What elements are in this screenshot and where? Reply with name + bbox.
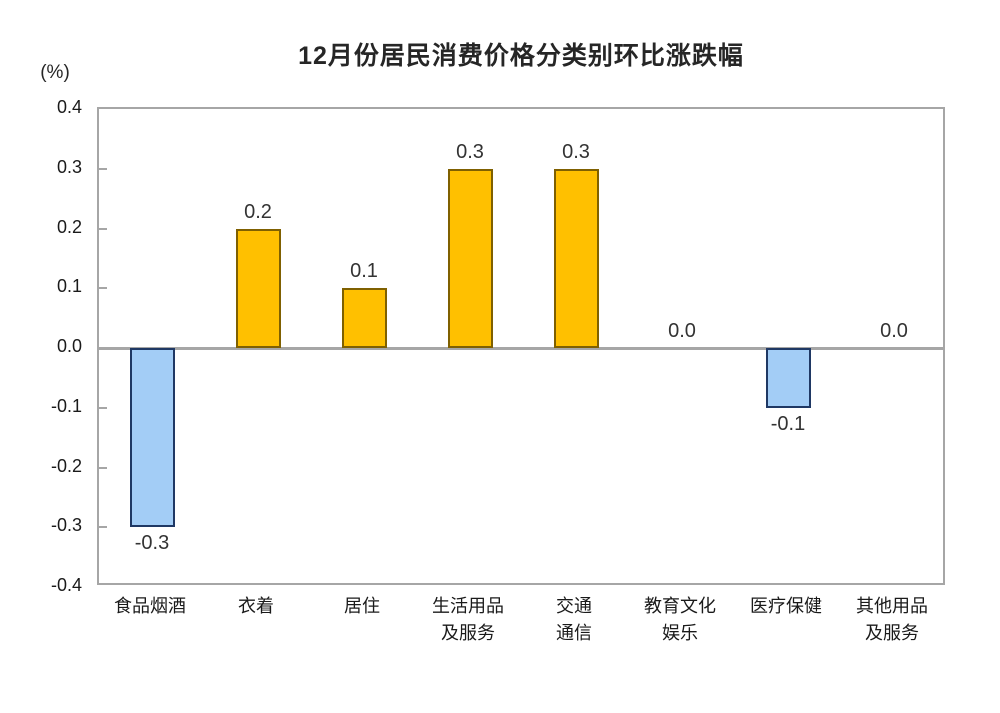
chart-bar (129, 348, 175, 528)
y-tick-mark (99, 227, 107, 230)
x-category-label: 交通 通信 (514, 593, 634, 647)
y-tick-label: -0.2 (50, 455, 82, 476)
x-category-label: 食品烟酒 (90, 593, 210, 620)
chart-bar (553, 168, 599, 348)
y-tick-mark (99, 466, 107, 469)
y-tick-mark (99, 167, 107, 170)
x-category-label-line: 娱乐 (662, 623, 698, 643)
x-category-label-line: 及服务 (865, 623, 919, 643)
x-category-label: 其他用品 及服务 (832, 593, 952, 647)
x-category-label: 教育文化 娱乐 (620, 593, 740, 647)
x-category-label-line: 通信 (556, 623, 592, 643)
x-category-label: 医疗保健 (726, 593, 846, 620)
x-category-label-line: 衣着 (238, 596, 274, 616)
y-tick-label: -0.4 (50, 575, 82, 595)
bar-value-label: 0.2 (244, 200, 272, 223)
bar-value-label: 0.0 (880, 320, 908, 342)
y-tick-mark (99, 526, 107, 529)
x-category-label-line: 教育文化 (644, 596, 716, 616)
y-tick-label: 0.2 (56, 216, 82, 237)
chart-bar (765, 348, 811, 408)
y-tick-label: -0.1 (50, 395, 82, 416)
chart-title: 12月份居民消费价格分类别环比涨跌幅 (298, 42, 744, 70)
chart-bar (235, 228, 281, 348)
bar-value-label: -0.1 (770, 412, 806, 435)
y-tick-mark (99, 406, 107, 409)
x-category-label-line: 交通 (556, 596, 592, 616)
y-tick-label: -0.3 (50, 515, 82, 536)
x-category-label: 衣着 (196, 593, 316, 620)
bar-value-label: 0.1 (350, 260, 378, 283)
bar-value-label: 0.3 (562, 140, 590, 163)
y-tick-label: 0.1 (56, 276, 82, 297)
y-tick-label: 0.3 (56, 156, 82, 177)
x-category-label: 生活用品 及服务 (408, 593, 528, 647)
chart-bar (447, 168, 493, 348)
bar-value-label: 0.3 (456, 140, 484, 163)
plot-area: -0.3 0.2 0.1 0.3 0.3 0.0 -0.1 0.0 (97, 107, 945, 585)
y-tick-label: 0.0 (56, 336, 82, 356)
zero-axis-line (99, 346, 943, 350)
x-category-label-line: 居住 (344, 596, 380, 616)
x-category-label-line: 生活用品 (432, 596, 504, 616)
x-category-label: 居住 (302, 593, 422, 620)
y-axis-unit-label: (%) (40, 62, 70, 83)
chart-bar (341, 288, 387, 348)
x-category-label-line: 其他用品 (856, 596, 928, 616)
x-category-label-line: 医疗保健 (750, 596, 822, 616)
x-category-label-line: 食品烟酒 (114, 596, 186, 616)
y-tick-label: 0.4 (56, 97, 82, 117)
y-tick-mark (99, 287, 107, 290)
bar-value-label: -0.3 (134, 532, 170, 555)
x-category-label-line: 及服务 (441, 623, 495, 643)
bar-value-label: 0.0 (668, 320, 696, 342)
